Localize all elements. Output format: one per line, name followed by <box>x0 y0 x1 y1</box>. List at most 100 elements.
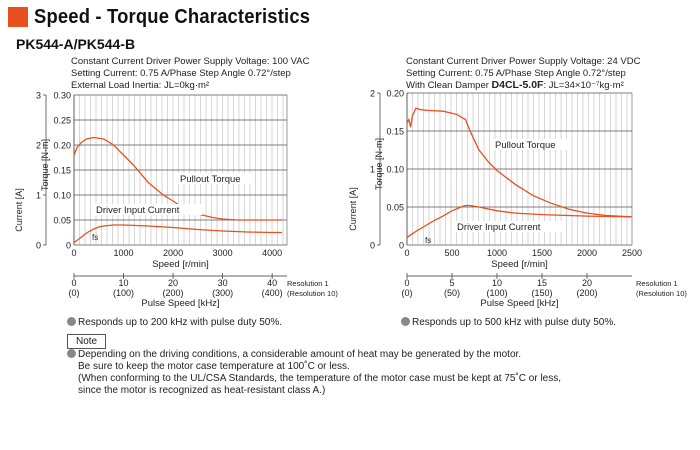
bullet-left: Responds up to 200 kHz with pulse duty 5… <box>67 317 282 328</box>
y2-axis-label: Current [A] <box>14 188 24 232</box>
x-tick-label: 2000 <box>163 248 183 258</box>
pulse-tick-label: 0 <box>404 278 409 288</box>
pulse-tick-label: 20 <box>168 278 178 288</box>
y-tick-label: 0 <box>399 241 404 251</box>
y-tick-label: 0.05 <box>53 216 71 226</box>
y-tick-label: 0 <box>66 241 71 251</box>
x-tick-label: 1000 <box>487 248 507 258</box>
bullet-dot-icon <box>67 317 76 326</box>
model-name: PK544-A/PK544-B <box>16 36 136 52</box>
pullout-torque-label: Pullout Torque <box>495 140 556 151</box>
y-tick-label: 0.30 <box>53 91 71 101</box>
pulse-tick-label-res10: (150) <box>531 288 552 298</box>
y-tick-label: 0.15 <box>386 127 404 137</box>
pulse-tick-label-res10: (300) <box>212 288 233 298</box>
y-tick-label: 0.15 <box>53 166 71 176</box>
y2-tick-label: 1 <box>370 165 375 175</box>
damper-prefix: With Clean Damper <box>406 80 492 91</box>
driver-input-current-label: Driver Input Current <box>457 222 541 233</box>
y2-tick-label: 0 <box>36 241 41 251</box>
x-tick-label: 2000 <box>577 248 597 258</box>
pulse-tick-label: 10 <box>492 278 502 288</box>
damper-suffix: : JL=34×10⁻⁷kg·m² <box>543 80 623 91</box>
resolution-10-label: (Resolution 10) <box>287 289 338 298</box>
y-tick-label: 0.20 <box>53 141 71 151</box>
x-tick-label: 0 <box>71 248 76 258</box>
pulse-tick-label-res10: (100) <box>113 288 134 298</box>
bullet-right: Responds up to 500 kHz with pulse duty 5… <box>401 317 616 328</box>
y-tick-label: 0.25 <box>53 116 71 126</box>
y2-tick-label: 2 <box>370 89 375 99</box>
chart-condition-line: Constant Current Driver Power Supply Vol… <box>406 56 641 67</box>
note-line-2: Be sure to keep the motor case temperatu… <box>78 361 350 372</box>
pulse-tick-label-res10: (0) <box>402 288 413 298</box>
note-text: Depending on the driving conditions, a c… <box>67 349 561 397</box>
pulse-tick-label: 10 <box>119 278 129 288</box>
pullout-torque-label-bg <box>178 173 255 184</box>
pulse-tick-label-res10: (100) <box>486 288 507 298</box>
chart-damper-line: With Clean Damper D4CL-5.0F: JL=34×10⁻⁷k… <box>406 79 624 91</box>
series-line-current <box>406 204 633 238</box>
y2-tick-label: 2 <box>36 141 41 151</box>
x-tick-label: 500 <box>444 248 459 258</box>
y2-tick-label: 0 <box>370 241 375 251</box>
pulse-tick-label: 15 <box>537 278 547 288</box>
pulse-tick-label: 0 <box>71 278 76 288</box>
y-axis-label: Torque [N·m] <box>374 138 384 190</box>
note-line-3: (When conforming to the UL/CSA Standards… <box>78 373 562 384</box>
y-axis-label: Torque [N·m] <box>40 139 50 191</box>
pulse-tick-label: 5 <box>449 278 454 288</box>
x-tick-label: 1000 <box>114 248 134 258</box>
y2-axis-label: Current [A] <box>348 187 358 231</box>
note-line-1: Depending on the driving conditions, a c… <box>78 349 522 360</box>
page-title: Speed - Torque Characteristics <box>34 5 311 28</box>
x-tick-label: 0 <box>404 248 409 258</box>
chart-condition-line: Constant Current Driver Power Supply Vol… <box>71 56 310 67</box>
series-line-torque <box>406 107 633 218</box>
driver-input-current-label-bg <box>455 221 563 232</box>
pulse-tick-label-res10: (400) <box>262 288 283 298</box>
series-line-torque <box>73 136 282 221</box>
bullet-dot-icon <box>67 349 76 358</box>
resolution-10-label: (Resolution 10) <box>636 289 687 298</box>
x-tick-label: 3000 <box>213 248 233 258</box>
header-square-icon <box>8 7 28 27</box>
pulse-axis-label: Pulse Speed [kHz] <box>480 298 558 309</box>
bullet-left-text: Responds up to 200 kHz with pulse duty 5… <box>78 317 283 328</box>
pulse-axis-label: Pulse Speed [kHz] <box>141 298 219 309</box>
chart-condition-line: Setting Current: 0.75 A/Phase Step Angle… <box>71 68 291 79</box>
y-tick-label: 0.10 <box>53 191 71 201</box>
y2-tick-label: 3 <box>36 91 41 101</box>
driver-input-current-label: Driver Input Current <box>96 205 180 216</box>
driver-input-current-label-bg <box>94 204 202 215</box>
pulse-tick-label: 40 <box>267 278 277 288</box>
bullet-right-text: Responds up to 500 kHz with pulse duty 5… <box>412 317 617 328</box>
x-tick-label: 2500 <box>622 248 642 258</box>
note-label: Note <box>67 334 107 349</box>
y-tick-label: 0.05 <box>386 203 404 213</box>
chart-condition-line: Setting Current: 0.75 A/Phase Step Angle… <box>406 68 626 79</box>
section-header: Speed - Torque Characteristics <box>8 6 334 28</box>
resolution-1-label: Resolution 1 <box>636 279 678 288</box>
pulse-tick-label-res10: (200) <box>576 288 597 298</box>
y-tick-label: 0.20 <box>386 89 404 99</box>
x-tick-label: 4000 <box>262 248 282 258</box>
resolution-1-label: Resolution 1 <box>287 279 329 288</box>
pullout-torque-label: Pullout Torque <box>180 174 241 185</box>
pulse-tick-label-res10: (50) <box>444 288 460 298</box>
series-line-current <box>73 224 282 244</box>
pulse-tick-label-res10: (0) <box>69 288 80 298</box>
x-axis-label: Speed [r/min] <box>491 259 548 270</box>
pulse-tick-label: 30 <box>218 278 228 288</box>
y2-tick-label: 1 <box>36 191 41 201</box>
chart-condition-line: External Load Inertia: JL=0kg·m² <box>71 80 209 91</box>
pulse-tick-label: 20 <box>582 278 592 288</box>
bullet-dot-icon <box>401 317 410 326</box>
x-axis-label: Speed [r/min] <box>152 259 209 270</box>
fs-label: fs <box>92 233 98 242</box>
y-tick-label: 0.10 <box>386 165 404 175</box>
x-tick-label: 1500 <box>532 248 552 258</box>
fs-label: fs <box>425 236 431 245</box>
damper-model: D4CL-5.0F <box>492 79 545 91</box>
